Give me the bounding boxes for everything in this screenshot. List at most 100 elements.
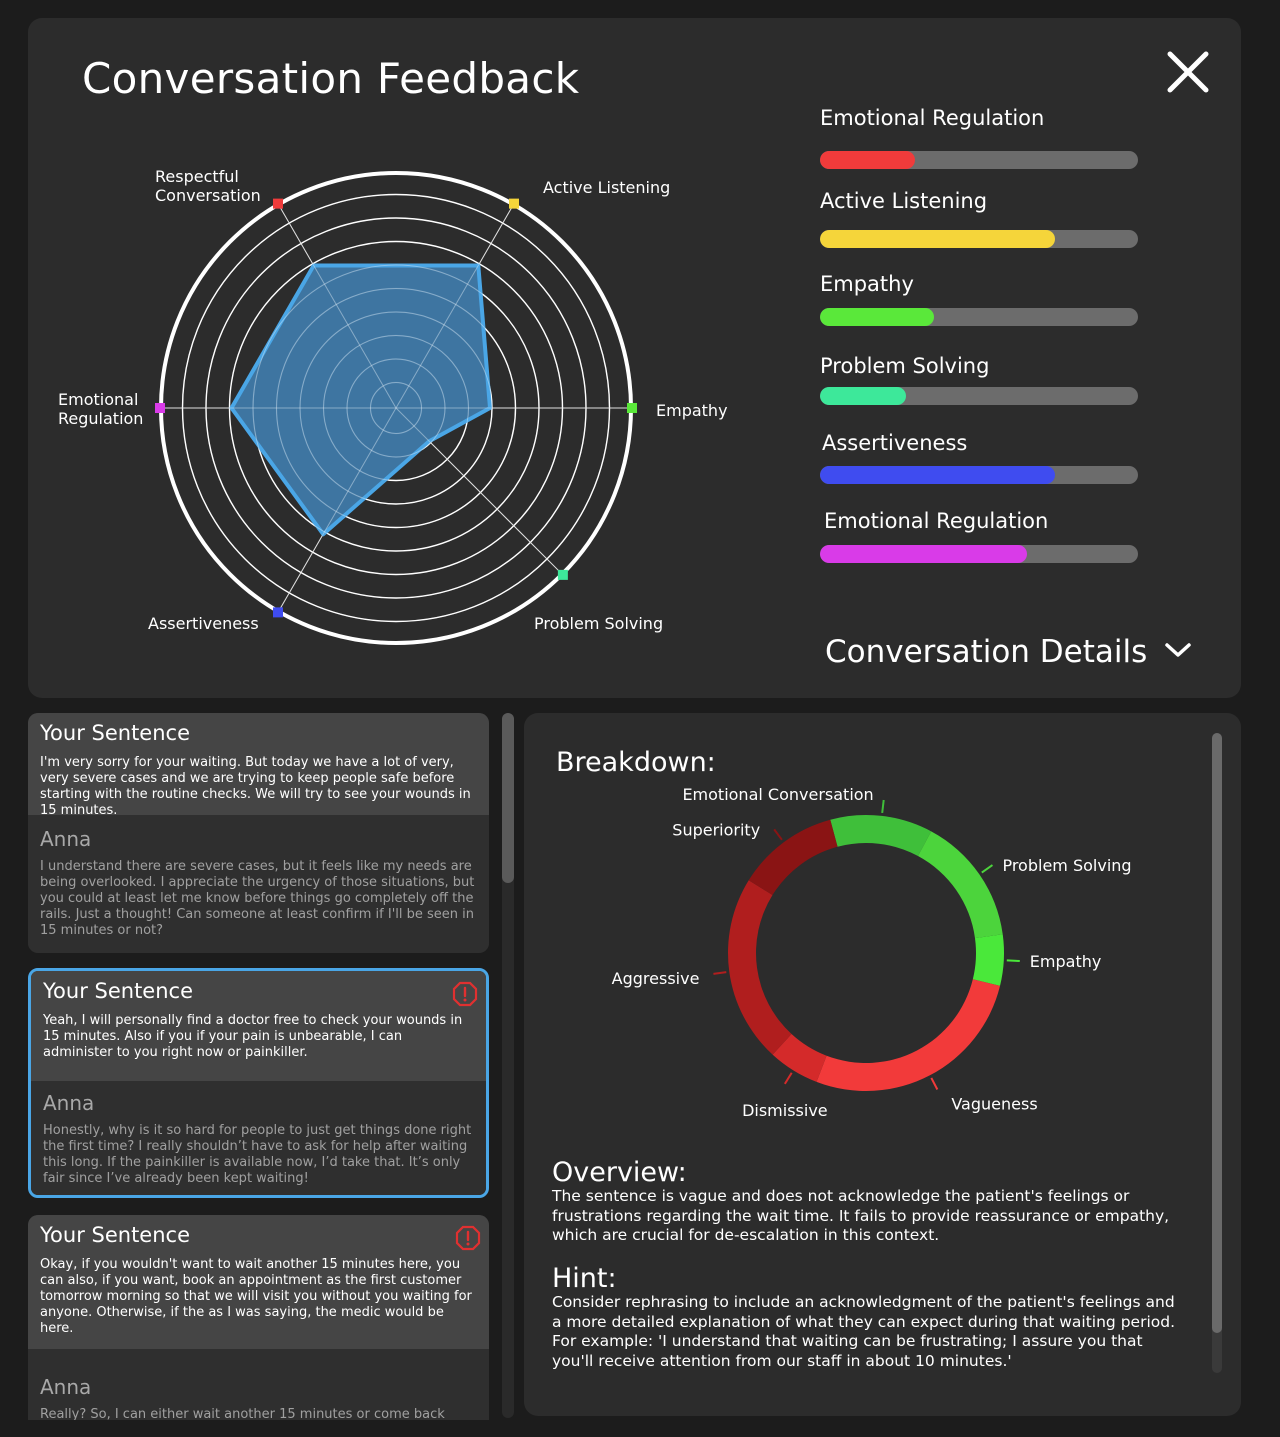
anna-block: Anna Honestly, why is it so hard for peo…	[31, 1081, 486, 1195]
donut-label: Emotional Conversation	[682, 785, 873, 804]
feedback-panel: Conversation Feedback Active Listening Em…	[28, 18, 1241, 698]
donut-label: Vagueness	[951, 1094, 1037, 1113]
radar-label-problem-solving: Problem Solving	[534, 614, 663, 633]
donut-slice-problem-solving	[917, 831, 1003, 939]
your-sentence-block: Your Sentence Yeah, I will personally fi…	[31, 971, 486, 1081]
radar-grid-ring-overlay	[252, 264, 540, 552]
anna-block: Anna I understand there are severe cases…	[28, 815, 489, 949]
hint-heading: Hint:	[552, 1263, 617, 1294]
radar-grid-ring-overlay	[299, 311, 493, 505]
radar-axis-marker-respectful	[273, 198, 283, 209]
radar-label-respectful: Respectful Conversation	[155, 167, 261, 205]
breakdown-scrollbar[interactable]	[1212, 733, 1222, 1373]
donut-label: Aggressive	[612, 969, 700, 988]
conversation-scroll-thumb[interactable]	[502, 713, 514, 883]
your-sentence-text: Okay, if you wouldn't want to wait anoth…	[40, 1257, 472, 1336]
anna-label: Anna	[40, 1375, 92, 1399]
radar-axis-marker-empathy	[627, 403, 637, 413]
score-bar-label: Emotional Regulation	[824, 509, 1049, 533]
donut-leader-line	[713, 971, 727, 975]
donut-label: Superiority	[672, 820, 760, 839]
score-bar-track	[820, 545, 1138, 563]
donut-slice-superiority	[748, 819, 838, 896]
warning-icon[interactable]	[455, 1225, 481, 1251]
your-sentence-label: Your Sentence	[43, 979, 193, 1003]
score-bar-track	[820, 466, 1138, 484]
conversation-details-toggle[interactable]: Conversation Details	[825, 630, 1215, 678]
radar-score-polygon	[229, 263, 492, 537]
score-bar-fill	[820, 466, 1056, 484]
radar-axis-line-overlay	[395, 407, 563, 575]
radar-axis-line-overlay	[395, 204, 514, 409]
overview-text: The sentence is vague and does not ackno…	[552, 1187, 1170, 1244]
donut-slice-emotional-conversation	[830, 815, 932, 857]
radar-grid-ring-overlay	[370, 382, 422, 434]
score-bar-track	[820, 308, 1138, 326]
your-sentence-text: Yeah, I will personally find a doctor fr…	[43, 1013, 463, 1060]
breakdown-scroll-thumb[interactable]	[1212, 733, 1222, 1333]
page-title: Conversation Feedback	[82, 54, 580, 103]
donut-slice-aggressive	[728, 880, 792, 1055]
conversation-card[interactable]: Your Sentence I'm very sorry for your wa…	[28, 713, 489, 953]
radar-axis-line-overlay	[278, 407, 397, 612]
score-bar-track	[820, 151, 1138, 169]
donut-leader-line	[783, 1072, 793, 1085]
anna-label: Anna	[43, 1091, 95, 1115]
conversation-list[interactable]: Your Sentence I'm very sorry for your wa…	[28, 713, 490, 1420]
warning-icon[interactable]	[452, 981, 478, 1007]
radar-grid-ring-overlay	[276, 288, 516, 528]
radar-grid-ring-overlay	[323, 335, 469, 481]
score-bar-fill	[820, 230, 1056, 248]
donut-label: Dismissive	[742, 1101, 828, 1120]
score-bar-fill	[820, 545, 1027, 563]
donut-label: Problem Solving	[1002, 856, 1131, 875]
score-bar-label: Empathy	[820, 272, 914, 296]
donut-leader-line	[773, 828, 783, 841]
donut-slice-vagueness	[816, 979, 1001, 1091]
anna-text: Honestly, why is it so hard for people t…	[43, 1123, 472, 1186]
radar-axis-marker-assertiveness	[273, 607, 283, 618]
anna-text: Really? So, I can either wait another 15…	[40, 1407, 445, 1420]
conversation-card[interactable]: Your Sentence Okay, if you wouldn't want…	[28, 1215, 489, 1420]
close-icon[interactable]	[1166, 50, 1210, 94]
conversation-card-selected[interactable]: Your Sentence Yeah, I will personally fi…	[28, 968, 489, 1198]
score-bar-label: Active Listening	[820, 189, 988, 213]
your-sentence-block: Your Sentence I'm very sorry for your wa…	[28, 713, 489, 818]
radar-axis-marker-problem-solving	[557, 569, 568, 580]
score-bar-label: Emotional Regulation	[820, 106, 1045, 130]
breakdown-panel: Breakdown: Emotional Conversation Problem…	[524, 713, 1241, 1416]
your-sentence-text: I'm very sorry for your waiting. But tod…	[40, 755, 471, 818]
donut-leader-line	[930, 1077, 939, 1090]
chevron-down-icon	[1165, 643, 1191, 657]
conversation-scrollbar[interactable]	[502, 713, 514, 1418]
donut-slice-empathy	[972, 934, 1004, 986]
radar-label-empathy: Empathy	[656, 401, 728, 420]
score-bar-label: Problem Solving	[820, 354, 990, 378]
donut-label: Empathy	[1030, 952, 1102, 971]
your-sentence-label: Your Sentence	[40, 721, 190, 745]
breakdown-donut-chart: Emotional Conversation Problem Solving Emp…	[612, 785, 1132, 1120]
conversation-details-label: Conversation Details	[825, 634, 1148, 670]
score-bar-fill	[820, 387, 906, 405]
radar-label-emotional-regulation: Emotional Regulation	[58, 390, 143, 428]
overview-heading: Overview:	[552, 1157, 687, 1188]
radar-axis-line-overlay	[278, 204, 397, 409]
score-bar-fill	[820, 151, 916, 169]
score-bar-track	[820, 230, 1138, 248]
radar-grid-ring-overlay	[205, 217, 587, 599]
radar-axis-marker-active-listening	[509, 198, 519, 209]
anna-label: Anna	[40, 827, 92, 851]
score-bar-track	[820, 387, 1138, 405]
radar-grid-ring-overlay	[182, 194, 610, 622]
your-sentence-label: Your Sentence	[40, 1223, 190, 1247]
radar-grid-ring-overlay	[346, 358, 446, 458]
radar-chart: Active Listening Empathy Problem Solving As…	[58, 167, 728, 645]
your-sentence-block: Your Sentence Okay, if you wouldn't want…	[28, 1215, 489, 1349]
radar-label-assertiveness: Assertiveness	[148, 614, 259, 633]
donut-leader-line	[1006, 959, 1020, 963]
anna-text: I understand there are severe cases, but…	[40, 859, 475, 938]
hint-text: Consider rephrasing to include an acknow…	[552, 1293, 1175, 1370]
donut-slice-dismissive	[772, 1033, 827, 1082]
donut-leader-line	[881, 799, 885, 814]
score-bar-fill	[820, 308, 935, 326]
